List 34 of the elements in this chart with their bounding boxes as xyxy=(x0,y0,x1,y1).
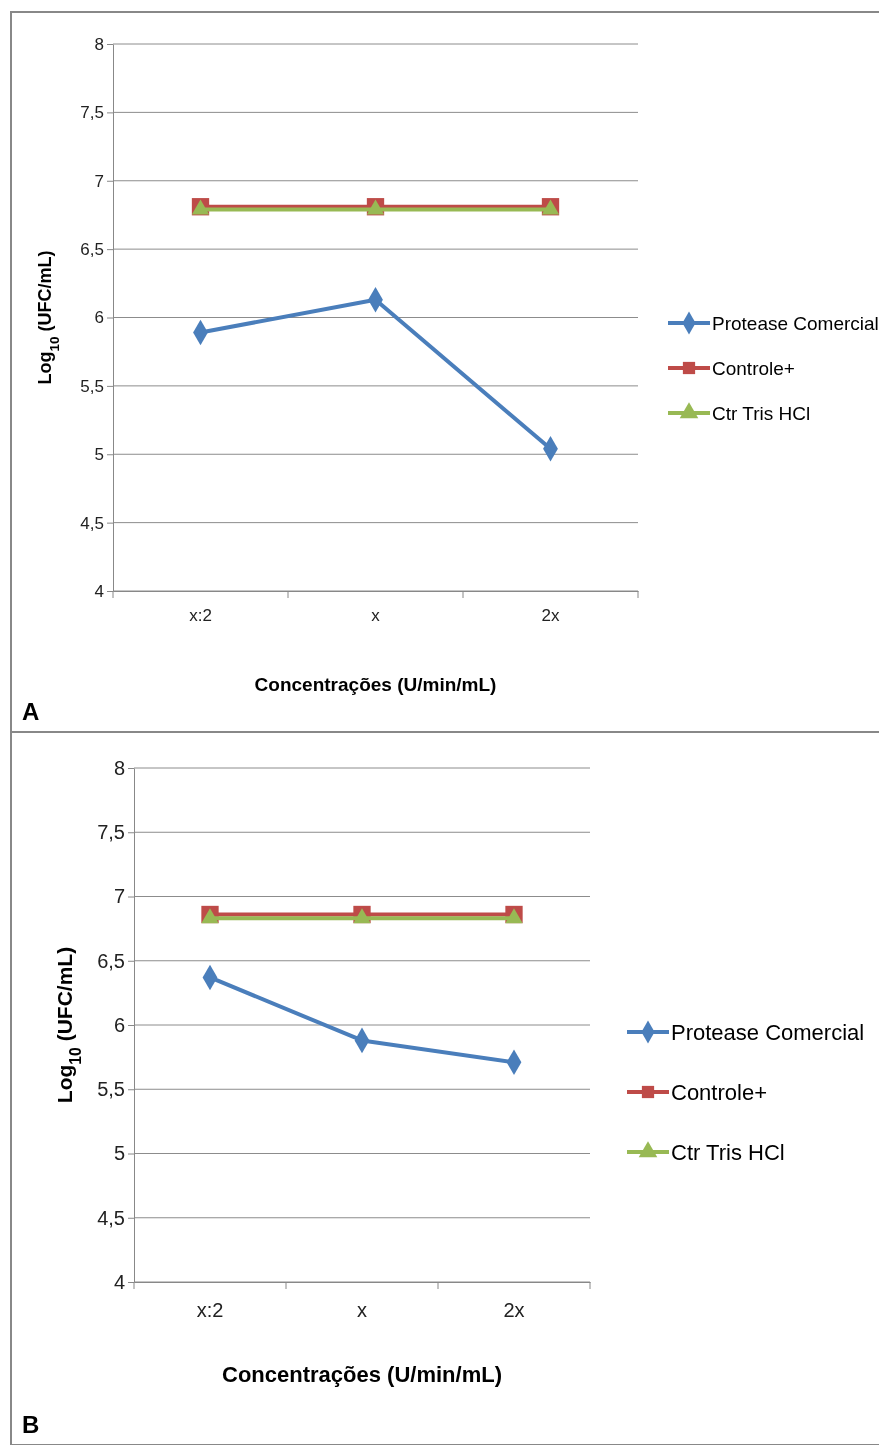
y-tick-label: 5,5 xyxy=(97,1078,125,1101)
legend-label: Protease Comercial xyxy=(712,312,879,334)
y-tick-label: 6 xyxy=(94,308,104,328)
y-tick-label: 8 xyxy=(113,756,125,779)
y-tick-label: 6 xyxy=(113,1013,125,1036)
x-axis-title: Concentrações (U/min/mL) xyxy=(222,1362,502,1387)
x-tick-label: x:2 xyxy=(196,1299,224,1321)
x-axis-title: Concentrações (U/min/mL) xyxy=(254,674,497,695)
y-tick-label: 5 xyxy=(94,445,104,465)
legend-label: Ctr Tris HCl xyxy=(671,1139,785,1165)
x-tick-label: x:2 xyxy=(189,606,212,626)
x-tick-label: 2x xyxy=(503,1299,525,1321)
y-tick-label: 5 xyxy=(113,1142,125,1165)
x-tick-label: x xyxy=(371,606,381,626)
y-tick-label: 7 xyxy=(113,885,125,908)
y-tick-label: 7 xyxy=(94,171,104,191)
legend-label: Ctr Tris HCl xyxy=(712,402,811,424)
x-tick-label: 2x xyxy=(541,606,560,626)
y-tick-label: 4,5 xyxy=(97,1206,125,1229)
y-tick-label: 6,5 xyxy=(97,949,125,972)
y-tick-label: 4 xyxy=(113,1270,125,1293)
y-tick-label: 7,5 xyxy=(80,103,104,123)
legend-label: Controle+ xyxy=(712,357,795,379)
text: A xyxy=(22,698,40,725)
x-tick-label: x xyxy=(357,1299,367,1321)
y-tick-label: 6,5 xyxy=(80,240,104,260)
text: B xyxy=(22,1411,40,1438)
y-tick-label: 7,5 xyxy=(97,821,125,844)
y-tick-label: 4,5 xyxy=(80,513,104,533)
legend-label: Controle+ xyxy=(671,1079,768,1105)
y-tick-label: 5,5 xyxy=(80,376,104,396)
y-tick-label: 8 xyxy=(94,34,104,54)
legend-label: Protease Comercial xyxy=(671,1019,865,1045)
y-tick-label: 4 xyxy=(94,581,104,601)
